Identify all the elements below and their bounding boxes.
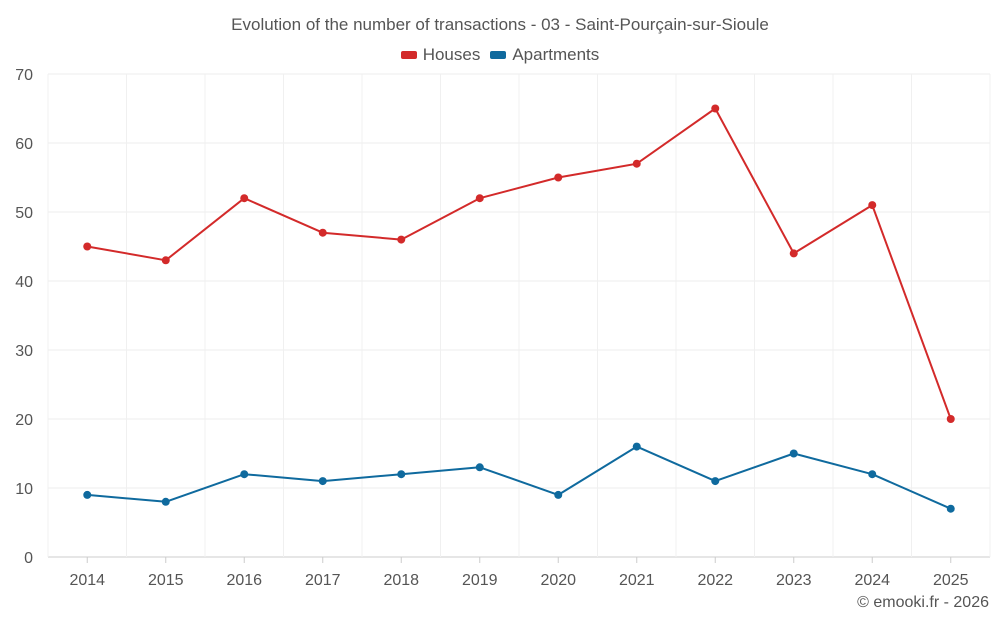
- data-point-houses: [554, 173, 563, 182]
- data-point-houses: [397, 235, 406, 244]
- data-point-houses: [475, 194, 484, 203]
- x-tick-label: 2021: [619, 572, 655, 589]
- x-tick-label: 2020: [540, 572, 576, 589]
- series-line-apartments: [87, 445, 952, 510]
- data-point-apartments: [868, 470, 877, 479]
- y-tick-label: 0: [24, 550, 33, 567]
- x-tick-label: 2015: [148, 572, 184, 589]
- y-tick-label: 70: [15, 67, 33, 84]
- data-point-apartments: [240, 470, 249, 479]
- y-tick-label: 20: [15, 412, 33, 429]
- data-point-houses: [711, 104, 720, 113]
- credit-text: © emooki.fr - 2026: [857, 594, 989, 611]
- x-tick-label: 2022: [697, 572, 733, 589]
- legend-label-apartments: Apartments: [512, 45, 600, 64]
- y-tick-label: 50: [15, 205, 33, 222]
- data-point-houses: [161, 256, 170, 265]
- data-point-apartments: [789, 449, 798, 458]
- data-point-houses: [318, 228, 327, 237]
- data-point-houses: [632, 159, 641, 168]
- y-tick-label: 40: [15, 274, 33, 291]
- legend-swatch-houses: [400, 51, 417, 59]
- x-tick-label: 2018: [383, 572, 419, 589]
- legend-label-houses: Houses: [422, 45, 481, 64]
- data-point-apartments: [161, 497, 170, 506]
- data-point-apartments: [475, 463, 484, 472]
- x-tick-label: 2014: [69, 572, 105, 589]
- data-point-houses: [946, 415, 955, 423]
- data-point-houses: [868, 201, 877, 210]
- data-point-apartments: [632, 442, 641, 451]
- x-tick-label: 2024: [854, 572, 890, 589]
- data-point-apartments: [946, 504, 955, 513]
- y-tick-label: 30: [15, 343, 33, 360]
- legend-item-houses[interactable]: Houses: [400, 45, 481, 65]
- legend-item-apartments[interactable]: Apartments: [490, 45, 599, 65]
- y-tick-label: 10: [15, 481, 33, 498]
- data-point-houses: [240, 194, 249, 203]
- legend: Houses Apartments: [0, 45, 1000, 65]
- x-tick-label: 2016: [226, 572, 262, 589]
- y-tick-label: 60: [15, 136, 33, 153]
- data-point-houses: [789, 249, 798, 258]
- data-point-apartments: [711, 477, 720, 486]
- x-tick-label: 2023: [776, 572, 812, 589]
- series-line-houses: [87, 107, 952, 420]
- x-tick-label: 2025: [933, 572, 969, 589]
- data-point-apartments: [83, 490, 92, 499]
- data-point-apartments: [318, 477, 327, 486]
- data-point-apartments: [397, 470, 406, 479]
- data-point-houses: [83, 242, 92, 251]
- chart-title: Evolution of the number of transactions …: [231, 15, 769, 34]
- x-tick-label: 2019: [462, 572, 498, 589]
- x-tick-label: 2017: [305, 572, 341, 589]
- data-point-apartments: [554, 490, 563, 499]
- legend-swatch-apartments: [490, 51, 507, 59]
